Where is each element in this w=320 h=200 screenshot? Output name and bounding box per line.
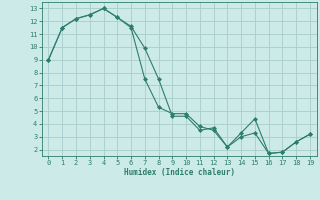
X-axis label: Humidex (Indice chaleur): Humidex (Indice chaleur)	[124, 168, 235, 177]
